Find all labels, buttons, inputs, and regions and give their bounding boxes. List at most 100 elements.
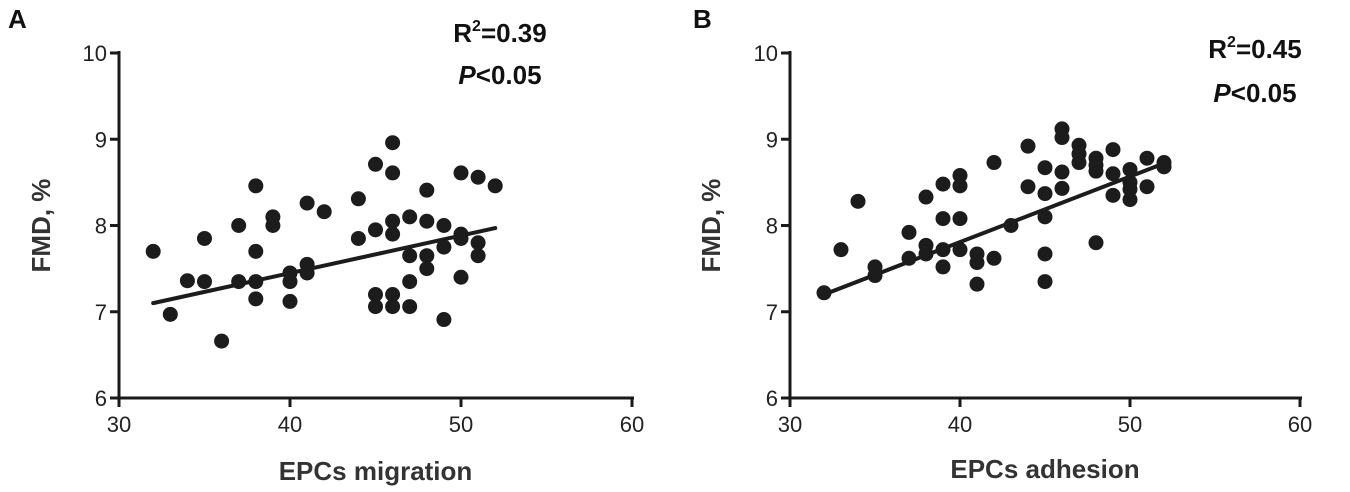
scatter-point bbox=[1054, 164, 1070, 180]
r-squared-value: =0.39 bbox=[481, 18, 547, 48]
scatter-point bbox=[470, 248, 486, 264]
y-tick-label: 8 bbox=[766, 214, 778, 239]
scatter-point bbox=[316, 204, 332, 220]
scatter-point bbox=[350, 230, 366, 246]
scatter-point bbox=[368, 299, 383, 315]
x-tick-label: 60 bbox=[620, 412, 644, 437]
scatter-point bbox=[436, 239, 452, 255]
scatter-point bbox=[1088, 163, 1104, 179]
scatter-point bbox=[969, 255, 985, 271]
r-squared-value: =0.45 bbox=[1236, 34, 1302, 64]
scatter-point bbox=[1054, 180, 1070, 196]
panel-a: A 6 7 8 9 10 30 40 50 60 EPCs migration FMD, % R2=0.… bbox=[8, 4, 644, 486]
p-value: <0.05 bbox=[476, 60, 542, 90]
scatter-point bbox=[935, 259, 951, 275]
scatter-point bbox=[419, 248, 435, 264]
x-axis-label: EPCs adhesion bbox=[950, 454, 1139, 484]
scatter-point bbox=[368, 156, 383, 172]
y-tick-label: 9 bbox=[95, 127, 107, 152]
scatter-point bbox=[1105, 166, 1121, 182]
scatter-point bbox=[1037, 209, 1053, 225]
scatter-point bbox=[1020, 179, 1036, 195]
y-tick-label: 7 bbox=[95, 300, 107, 325]
scatter-point bbox=[918, 189, 934, 205]
scatter-point bbox=[248, 178, 264, 194]
scatter-point bbox=[986, 250, 1002, 266]
scatter-point bbox=[299, 195, 315, 211]
scatter-point bbox=[1105, 142, 1121, 158]
scatter-point bbox=[231, 218, 247, 233]
scatter-point bbox=[470, 235, 486, 251]
y-tick-label: 10 bbox=[754, 41, 778, 66]
panel-b: B 6 7 8 9 10 30 40 50 60 EPCs adhesion FMD, % R2=0.4… bbox=[693, 4, 1312, 484]
scatter-point bbox=[265, 218, 281, 233]
scatter-point bbox=[179, 273, 195, 289]
scatter-point bbox=[402, 274, 418, 290]
scatter-point bbox=[1037, 160, 1053, 176]
p-value: <0.05 bbox=[1231, 78, 1297, 108]
scatter-point bbox=[162, 306, 178, 322]
r-squared-superscript: 2 bbox=[472, 18, 481, 35]
scatter-point bbox=[453, 269, 469, 285]
y-tick-label: 7 bbox=[766, 300, 778, 325]
scatter-point bbox=[1037, 274, 1053, 290]
scatter-point bbox=[214, 333, 230, 349]
p-value-annotation: P<0.05 bbox=[1213, 78, 1296, 108]
scatter-point bbox=[350, 191, 366, 207]
scatter-point bbox=[1020, 138, 1036, 154]
scatter-point bbox=[436, 312, 452, 328]
scatter-point bbox=[969, 276, 985, 292]
scatter-point bbox=[368, 287, 383, 302]
scatter-point bbox=[833, 242, 849, 258]
scatter-point bbox=[1105, 187, 1121, 203]
scatter-point bbox=[1139, 150, 1155, 166]
scatter-point bbox=[952, 178, 968, 194]
scatter-point bbox=[436, 218, 452, 233]
scatter-point bbox=[402, 248, 418, 264]
scatter-point bbox=[385, 226, 401, 242]
regression-line bbox=[822, 161, 1166, 297]
y-axis-label: FMD, % bbox=[696, 179, 726, 273]
x-axis-label: EPCs migration bbox=[279, 456, 473, 486]
x-tick-label: 50 bbox=[1118, 412, 1142, 437]
scatter-point bbox=[901, 224, 917, 240]
scatter-point bbox=[385, 287, 401, 302]
scatter-point bbox=[850, 193, 866, 209]
y-tick-label: 9 bbox=[766, 127, 778, 152]
scatter-point bbox=[402, 299, 418, 315]
scatter-point bbox=[1088, 235, 1104, 251]
p-symbol: P bbox=[458, 60, 476, 90]
scatter-point bbox=[1054, 130, 1070, 146]
scatter-point bbox=[470, 169, 486, 185]
y-tick-label: 10 bbox=[83, 41, 107, 66]
scatter-point bbox=[385, 135, 401, 151]
scatter-point bbox=[368, 222, 383, 238]
r-squared-symbol: R bbox=[1208, 34, 1227, 64]
scatter-point bbox=[145, 243, 161, 259]
scatter-point bbox=[419, 182, 435, 198]
scatter-point bbox=[952, 167, 968, 183]
scatter-point bbox=[282, 274, 298, 290]
scatter-point bbox=[402, 209, 418, 225]
scatter-point bbox=[952, 242, 968, 258]
y-axis-label: FMD, % bbox=[26, 179, 56, 273]
p-value-annotation: P<0.05 bbox=[458, 60, 541, 90]
r-squared-annotation: R2=0.39 bbox=[453, 18, 546, 48]
scatter-point bbox=[419, 213, 435, 229]
scatter-point bbox=[282, 293, 298, 309]
scatter-point bbox=[385, 213, 401, 229]
scatter-point bbox=[1139, 179, 1155, 195]
scatter-point bbox=[1071, 155, 1087, 171]
y-tick-label: 6 bbox=[766, 386, 778, 411]
x-tick-label: 30 bbox=[778, 412, 802, 437]
scatter-point bbox=[1122, 192, 1138, 208]
x-tick-label: 60 bbox=[1288, 412, 1312, 437]
x-tick-label: 50 bbox=[449, 412, 473, 437]
x-tick-label: 40 bbox=[948, 412, 972, 437]
r-squared-annotation: R2=0.45 bbox=[1208, 34, 1301, 64]
scatter-point bbox=[385, 299, 401, 315]
scatter-point bbox=[453, 165, 469, 181]
scatter-point bbox=[385, 165, 401, 181]
x-tick-label: 40 bbox=[278, 412, 302, 437]
scatter-point bbox=[487, 178, 503, 194]
